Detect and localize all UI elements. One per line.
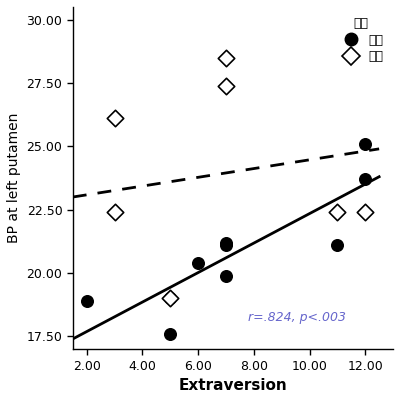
Point bbox=[223, 54, 229, 61]
Y-axis label: BP at left putamen: BP at left putamen bbox=[7, 113, 21, 243]
Point bbox=[195, 260, 201, 266]
Point bbox=[223, 242, 229, 248]
Point bbox=[362, 140, 368, 147]
Point bbox=[167, 331, 174, 337]
X-axis label: Extraversion: Extraversion bbox=[178, 378, 287, 393]
Point bbox=[362, 209, 368, 216]
Point bbox=[362, 176, 368, 182]
Point bbox=[84, 298, 90, 304]
Legend: 남자, 여자: 남자, 여자 bbox=[334, 13, 387, 67]
Point bbox=[111, 209, 118, 216]
Point bbox=[223, 272, 229, 279]
Point bbox=[223, 82, 229, 89]
Point bbox=[223, 240, 229, 246]
Point bbox=[111, 115, 118, 122]
Point bbox=[167, 295, 174, 302]
Text: r=.824, p<.003: r=.824, p<.003 bbox=[248, 311, 346, 324]
Point bbox=[334, 242, 340, 248]
Point bbox=[167, 295, 174, 302]
Point bbox=[334, 209, 340, 216]
